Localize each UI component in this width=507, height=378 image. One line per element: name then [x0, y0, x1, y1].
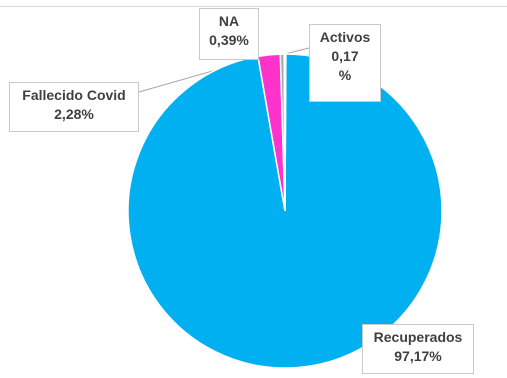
data-label-activos-value: 0,17 [331, 48, 359, 64]
data-label-recuperados: Recuperados 97,17% [362, 324, 474, 374]
data-label-na: NA 0,39% [199, 8, 259, 60]
data-label-na-value: 0,39% [209, 32, 249, 48]
data-label-recuperados-value: 97,17% [394, 348, 442, 364]
data-label-recuperados-name: Recuperados [373, 329, 463, 345]
data-label-fallecido-covid-value: 2,28% [54, 106, 94, 122]
data-label-na-name: NA [218, 13, 240, 29]
data-label-fallecido-covid: Fallecido Covid 2,28% [9, 82, 139, 132]
data-label-fallecido-covid-name: Fallecido Covid [22, 87, 126, 103]
leader-line-activos [284, 47, 310, 55]
data-label-activos-name: Activos [319, 29, 371, 45]
data-label-activos-suffix: % [338, 67, 352, 83]
pie-slices [127, 53, 443, 369]
data-label-activos: Activos 0,17 % [309, 24, 381, 102]
top-divider [0, 6, 507, 7]
pie-slice-activos [283, 53, 287, 212]
